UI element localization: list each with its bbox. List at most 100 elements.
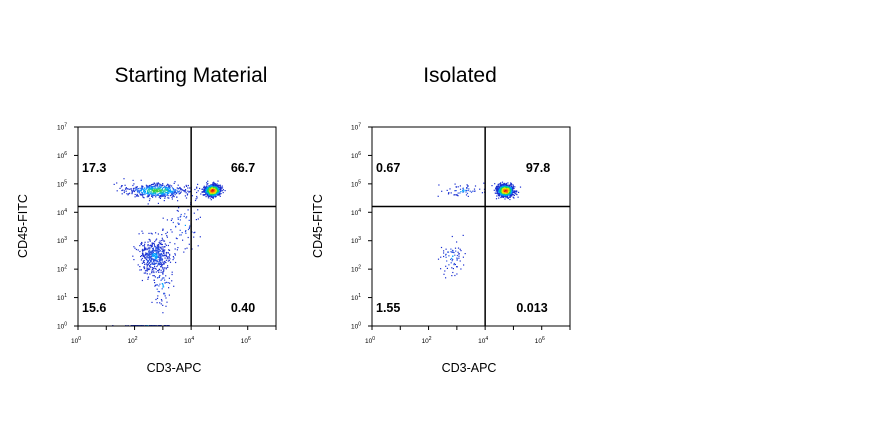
event-dot — [207, 193, 209, 195]
event-dot — [458, 257, 460, 259]
quadrant-top-right-value: 66.7 — [231, 161, 255, 175]
event-dot — [189, 190, 191, 192]
event-dot — [155, 191, 157, 193]
event-dot — [173, 257, 175, 259]
event-dot — [196, 195, 198, 198]
event-dot — [153, 267, 155, 269]
event-dot — [504, 192, 507, 194]
event-dot — [171, 280, 173, 282]
event-dot — [502, 187, 504, 189]
event-dot — [462, 256, 464, 258]
event-dot — [162, 304, 164, 306]
event-dot — [143, 272, 145, 274]
event-dot — [161, 193, 163, 195]
event-dot — [498, 187, 500, 189]
event-dot — [149, 258, 151, 260]
event-dot — [481, 192, 483, 194]
event-dot — [148, 252, 150, 254]
event-dot — [142, 255, 144, 258]
event-dot — [508, 192, 510, 195]
y-tick-label: 106 — [351, 151, 361, 160]
event-dot — [168, 249, 170, 251]
event-dot — [164, 185, 166, 187]
event-dot — [169, 185, 171, 187]
event-dot — [146, 256, 148, 258]
event-dot — [512, 196, 514, 198]
y-tick-label: 103 — [57, 236, 67, 245]
event-dot — [163, 193, 165, 196]
event-dot — [166, 235, 168, 237]
event-dot — [154, 183, 156, 185]
event-dot — [174, 189, 176, 191]
event-dot — [186, 194, 188, 196]
event-dot — [146, 267, 148, 269]
event-dot — [451, 251, 453, 253]
event-dot — [158, 187, 160, 189]
event-dot — [147, 278, 149, 280]
event-dot — [159, 283, 161, 285]
event-dot — [152, 183, 154, 185]
event-dot — [163, 195, 165, 197]
event-dot — [196, 197, 198, 199]
event-dot — [145, 248, 147, 250]
event-dot — [184, 224, 186, 226]
event-dot — [141, 194, 143, 196]
event-dot — [157, 182, 159, 184]
event-dot — [162, 255, 164, 257]
event-dot — [146, 249, 148, 251]
event-dot — [161, 300, 163, 302]
event-dot — [467, 189, 469, 192]
event-dot — [505, 189, 507, 192]
event-dot — [159, 240, 161, 242]
event-dot — [184, 213, 186, 215]
event-dot — [138, 190, 140, 193]
x-tick-label: 104 — [184, 336, 194, 345]
event-dot — [142, 248, 144, 250]
event-dot — [161, 248, 163, 250]
event-dot — [157, 194, 159, 196]
event-dot — [123, 190, 125, 192]
event-dot — [142, 254, 144, 256]
event-dot — [144, 190, 147, 192]
event-dot — [176, 249, 178, 251]
event-dot — [159, 185, 161, 187]
event-dot — [499, 184, 502, 186]
event-dot — [140, 255, 142, 258]
event-dot — [164, 279, 166, 281]
event-dot — [496, 189, 498, 191]
event-dot — [503, 193, 505, 195]
event-dot — [172, 194, 174, 196]
event-dot — [466, 192, 469, 194]
event-dot — [163, 277, 165, 279]
event-dot — [498, 193, 500, 196]
event-dot — [213, 189, 215, 191]
event-dot — [500, 191, 502, 193]
event-dot — [503, 195, 505, 198]
event-dot — [158, 244, 160, 246]
event-dot — [156, 244, 158, 246]
event-dot — [159, 195, 161, 197]
event-dot — [133, 259, 135, 261]
event-dot — [147, 260, 149, 263]
event-dot — [168, 287, 170, 289]
event-dot — [157, 245, 159, 247]
event-dot — [445, 254, 447, 256]
event-dot — [158, 264, 161, 266]
event-dot — [150, 251, 153, 253]
event-dot — [151, 243, 153, 245]
event-dot — [161, 237, 163, 239]
event-dot — [450, 192, 452, 194]
event-dot — [212, 192, 214, 194]
event-dot — [171, 191, 173, 193]
event-dot — [149, 250, 151, 252]
event-dot — [216, 189, 218, 191]
event-dot — [151, 248, 154, 250]
event-dot — [181, 232, 183, 234]
event-dot — [503, 182, 505, 184]
event-dot — [495, 187, 497, 189]
event-dot — [507, 189, 509, 191]
event-dot — [187, 187, 189, 189]
event-dot — [220, 193, 222, 195]
event-dot — [150, 193, 152, 196]
event-dot — [161, 259, 163, 262]
